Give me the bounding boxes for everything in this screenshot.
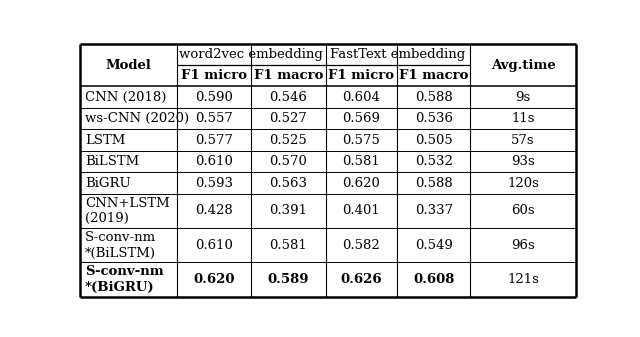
Text: 0.590: 0.590 xyxy=(195,91,233,104)
Text: 0.428: 0.428 xyxy=(195,205,233,217)
Text: S-conv-nm
*(BiGRU): S-conv-nm *(BiGRU) xyxy=(85,266,164,294)
Text: F1 macro: F1 macro xyxy=(399,69,468,82)
Text: 0.582: 0.582 xyxy=(342,239,380,252)
Text: F1 micro: F1 micro xyxy=(181,69,247,82)
Text: 0.588: 0.588 xyxy=(415,177,452,190)
Text: Model: Model xyxy=(106,59,151,71)
Text: 0.546: 0.546 xyxy=(269,91,307,104)
Text: CNN (2018): CNN (2018) xyxy=(85,91,166,104)
Text: 0.557: 0.557 xyxy=(195,112,233,125)
Text: 0.581: 0.581 xyxy=(342,155,380,168)
Text: 57s: 57s xyxy=(511,134,535,147)
Text: 0.563: 0.563 xyxy=(269,177,307,190)
Text: BiLSTM: BiLSTM xyxy=(85,155,140,168)
Text: ws-CNN (2020): ws-CNN (2020) xyxy=(85,112,189,125)
Text: 11s: 11s xyxy=(511,112,535,125)
Text: CNN+LSTM
(2019): CNN+LSTM (2019) xyxy=(85,197,170,225)
Text: word2vec embedding: word2vec embedding xyxy=(179,48,323,61)
Text: 0.604: 0.604 xyxy=(342,91,380,104)
Text: 0.577: 0.577 xyxy=(195,134,233,147)
Text: 0.527: 0.527 xyxy=(269,112,307,125)
Text: 0.569: 0.569 xyxy=(342,112,380,125)
Text: 96s: 96s xyxy=(511,239,535,252)
Text: BiGRU: BiGRU xyxy=(85,177,131,190)
Text: 60s: 60s xyxy=(511,205,535,217)
Text: 0.588: 0.588 xyxy=(415,91,452,104)
Text: FastText embedding: FastText embedding xyxy=(330,48,465,61)
Text: 0.525: 0.525 xyxy=(269,134,307,147)
Text: 0.549: 0.549 xyxy=(415,239,453,252)
Text: 0.620: 0.620 xyxy=(342,177,380,190)
Text: 0.536: 0.536 xyxy=(415,112,453,125)
Text: 0.532: 0.532 xyxy=(415,155,453,168)
Text: 0.620: 0.620 xyxy=(193,273,235,286)
Text: F1 micro: F1 micro xyxy=(328,69,394,82)
Text: Avg.time: Avg.time xyxy=(491,59,556,71)
Text: 0.610: 0.610 xyxy=(195,155,233,168)
Text: F1 macro: F1 macro xyxy=(253,69,323,82)
Text: 0.401: 0.401 xyxy=(342,205,380,217)
Text: 121s: 121s xyxy=(508,273,539,286)
Text: 0.570: 0.570 xyxy=(269,155,307,168)
Text: 0.626: 0.626 xyxy=(340,273,382,286)
Text: S-conv-nm
*(BiLSTM): S-conv-nm *(BiLSTM) xyxy=(85,231,156,259)
Text: 0.608: 0.608 xyxy=(413,273,454,286)
Text: 0.589: 0.589 xyxy=(268,273,309,286)
Text: 0.610: 0.610 xyxy=(195,239,233,252)
Text: 0.575: 0.575 xyxy=(342,134,380,147)
Text: 0.505: 0.505 xyxy=(415,134,452,147)
Text: 0.337: 0.337 xyxy=(415,205,453,217)
Text: 120s: 120s xyxy=(508,177,539,190)
Text: 0.391: 0.391 xyxy=(269,205,307,217)
Text: 9s: 9s xyxy=(516,91,531,104)
Text: LSTM: LSTM xyxy=(85,134,125,147)
Text: 93s: 93s xyxy=(511,155,535,168)
Text: 0.593: 0.593 xyxy=(195,177,233,190)
Text: 0.581: 0.581 xyxy=(269,239,307,252)
